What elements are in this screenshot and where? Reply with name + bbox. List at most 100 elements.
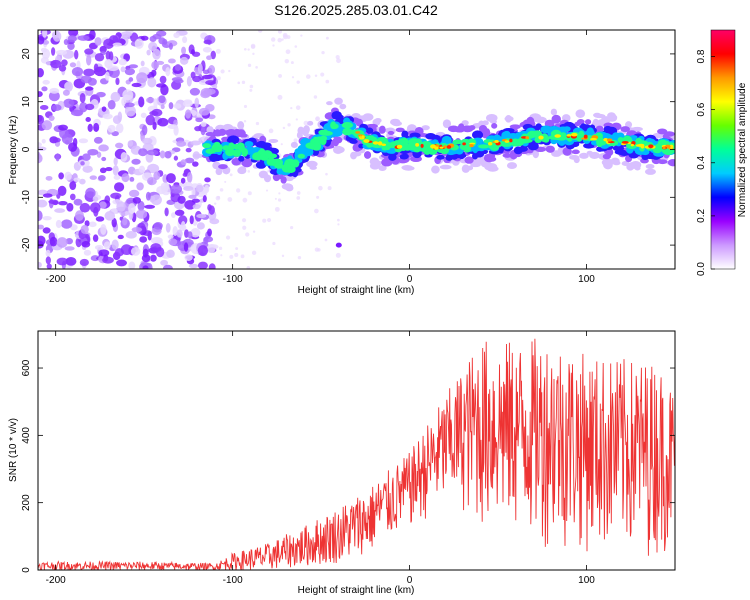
noise-blob bbox=[146, 177, 157, 186]
noise-speck bbox=[303, 120, 309, 126]
noise-blob bbox=[116, 201, 126, 212]
noise-blob bbox=[200, 121, 207, 127]
noise-speck bbox=[294, 45, 298, 48]
noise-blob bbox=[79, 102, 88, 113]
noise-speck bbox=[229, 254, 234, 259]
noise-blob bbox=[52, 137, 61, 143]
snr-y-tick-label: 600 bbox=[21, 359, 32, 376]
noise-blob bbox=[157, 117, 169, 127]
noise-speck bbox=[306, 74, 311, 79]
colorbar-axis: 0.0 0.2 0.4 0.6 0.8 bbox=[696, 49, 715, 276]
ridge-blob bbox=[341, 122, 354, 129]
noise-blob bbox=[130, 32, 139, 43]
noise-blob bbox=[82, 165, 93, 173]
noise-blob bbox=[96, 91, 106, 98]
ridge-hotspot bbox=[621, 141, 629, 144]
noise-blob bbox=[151, 61, 160, 70]
ridge-blob bbox=[387, 130, 395, 135]
spectrogram-y-tick-label: -20 bbox=[21, 237, 32, 252]
noise-speck bbox=[296, 191, 301, 195]
noise-blob bbox=[152, 48, 161, 60]
ridge-blob bbox=[593, 113, 606, 119]
noise-blob bbox=[50, 59, 62, 69]
noise-blob bbox=[110, 91, 121, 103]
ridge-blob bbox=[461, 120, 469, 126]
noise-blob bbox=[191, 198, 200, 203]
noise-blob bbox=[187, 231, 193, 239]
noise-blob bbox=[165, 66, 171, 77]
noise-blob bbox=[121, 97, 127, 107]
noise-speck bbox=[219, 188, 224, 192]
noise-speck bbox=[316, 195, 320, 199]
noise-blob bbox=[207, 228, 212, 237]
ridge-blob bbox=[260, 150, 267, 158]
noise-blob bbox=[182, 36, 188, 44]
ridge-hotspot bbox=[469, 144, 474, 148]
noise-blob bbox=[111, 217, 117, 228]
noise-blob bbox=[188, 194, 197, 199]
noise-blob bbox=[145, 152, 154, 163]
ridge-hotspot bbox=[648, 144, 654, 149]
noise-blob bbox=[127, 140, 134, 147]
noise-blob bbox=[98, 201, 107, 209]
ridge-blob bbox=[290, 141, 298, 148]
ridge-blob bbox=[534, 116, 547, 124]
noise-blob bbox=[198, 107, 210, 116]
ridge-blob bbox=[319, 136, 327, 146]
noise-blob bbox=[41, 138, 46, 144]
ridge-blob bbox=[202, 143, 212, 149]
noise-speck bbox=[335, 252, 341, 258]
noise-speck bbox=[247, 191, 252, 196]
noise-speck bbox=[274, 206, 280, 212]
ridge-blob bbox=[378, 165, 387, 171]
ridge-blob bbox=[439, 164, 452, 170]
snr-y-tick-label: 0 bbox=[21, 567, 32, 573]
noise-blob bbox=[74, 210, 84, 221]
noise-blob bbox=[166, 173, 176, 184]
noise-blob bbox=[147, 77, 157, 88]
ridge-blob bbox=[268, 138, 279, 144]
noise-blob bbox=[85, 116, 91, 123]
noise-blob bbox=[190, 227, 201, 238]
noise-blob bbox=[167, 234, 174, 239]
noise-blob bbox=[138, 148, 148, 157]
ridge-blob bbox=[513, 146, 523, 155]
noise-blob bbox=[42, 215, 52, 221]
noise-blob bbox=[100, 224, 107, 235]
noise-blob bbox=[152, 33, 162, 40]
colorbar: 0.0 0.2 0.4 0.6 0.8 Normalized spectral ampl… bbox=[696, 29, 748, 276]
ridge-hotspot bbox=[606, 138, 613, 142]
ridge-blob bbox=[529, 141, 536, 149]
snr-series-line bbox=[38, 338, 675, 570]
noise-blob bbox=[186, 172, 193, 184]
ridge-blob bbox=[333, 146, 345, 154]
noise-blob bbox=[82, 153, 91, 161]
noise-speck bbox=[277, 30, 283, 34]
noise-blob bbox=[190, 140, 201, 146]
ridge-blob bbox=[244, 141, 254, 148]
ridge-blob bbox=[276, 168, 283, 175]
noise-blob bbox=[98, 174, 106, 182]
noise-blob bbox=[94, 245, 104, 250]
noise-blob bbox=[61, 219, 73, 229]
noise-blob bbox=[159, 75, 167, 84]
noise-blob bbox=[206, 244, 216, 254]
ridge-blob bbox=[402, 153, 409, 159]
noise-speck bbox=[247, 170, 251, 173]
snr-y-axis: 0 200 400 600 bbox=[21, 359, 675, 573]
ridge-blob bbox=[372, 118, 381, 126]
noise-speck bbox=[242, 225, 247, 230]
noise-region bbox=[38, 30, 341, 269]
noise-speck bbox=[295, 105, 301, 110]
ridge-blob bbox=[619, 151, 630, 156]
ridge-hotspot bbox=[566, 134, 572, 137]
noise-blob bbox=[89, 30, 96, 40]
ridge-blob bbox=[562, 147, 572, 156]
noise-blob bbox=[145, 191, 151, 201]
ridge-blob bbox=[213, 131, 223, 137]
noise-blob bbox=[202, 195, 207, 203]
ridge-blob bbox=[407, 142, 416, 149]
ridge-hotspot bbox=[434, 146, 439, 150]
ridge-blob bbox=[606, 148, 614, 156]
noise-blob bbox=[124, 68, 135, 76]
